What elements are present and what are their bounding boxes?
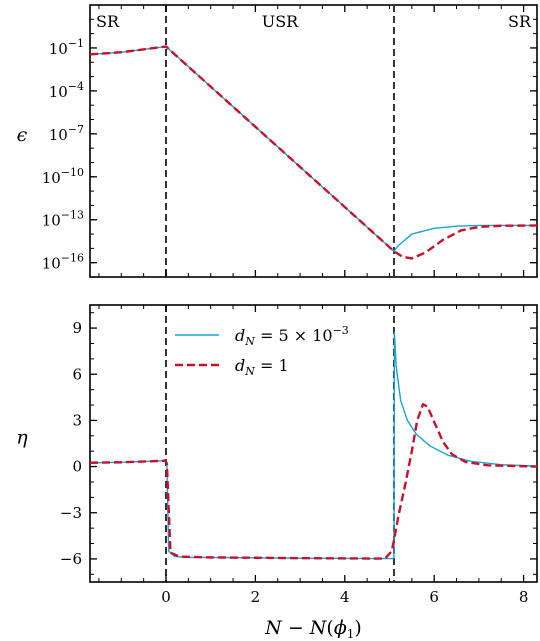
bottom-xlabel: N − N(ϕ1) (264, 617, 362, 641)
top-series-line-0 (90, 45, 537, 252)
bottom-xtick-label: 2 (251, 588, 261, 606)
top-ylabel: ϵ (17, 124, 28, 146)
bottom-plot-frame (89, 304, 538, 583)
bottom-ytick-label: −3 (60, 504, 82, 522)
top-series-group (90, 45, 537, 260)
bottom-ytick-label: 9 (72, 319, 82, 337)
region-label-sr-left: SR (96, 12, 120, 31)
bottom-xtick-label: 8 (519, 588, 529, 606)
bottom-xtick-label: 0 (161, 588, 171, 606)
top-ytick-label: 10−13 (42, 209, 84, 230)
bottom-panel: 9 6 3 0 −3 −6 0 2 4 6 8 dN = 5 × 10−3 dN = 1 η N − N(ϕ… (16, 304, 538, 641)
top-ytick-label: 10−1 (49, 37, 84, 58)
top-panel: 10−1 10−4 10−7 10−10 10−13 10−16 SR USR SR ϵ (17, 4, 538, 278)
top-ytick-label: 10−16 (42, 252, 84, 273)
region-label-sr-right: SR (508, 12, 532, 31)
bottom-xtick-label: 4 (340, 588, 350, 606)
top-series-line-1 (90, 45, 537, 260)
bottom-ytick-label: 6 (72, 365, 82, 383)
bottom-xtick-label: 6 (429, 588, 439, 606)
bottom-ytick-label: 3 (72, 411, 82, 429)
top-plot-frame (89, 4, 538, 278)
region-label-usr: USR (262, 12, 299, 31)
bottom-ytick-label: 0 (72, 458, 82, 476)
top-ytick-label: 10−4 (49, 80, 84, 101)
top-ytick-label: 10−10 (42, 166, 84, 187)
bottom-ylabel: η (16, 427, 28, 449)
top-ytick-label: 10−7 (49, 123, 84, 144)
bottom-series-line-1 (90, 403, 537, 560)
bottom-ytick-label: −6 (60, 550, 82, 568)
bottom-series-line-0 (90, 332, 537, 560)
bottom-series-group (90, 332, 537, 560)
legend-label-1: dN = 1 (235, 356, 289, 378)
legend-label-0: dN = 5 × 10−3 (235, 324, 349, 348)
